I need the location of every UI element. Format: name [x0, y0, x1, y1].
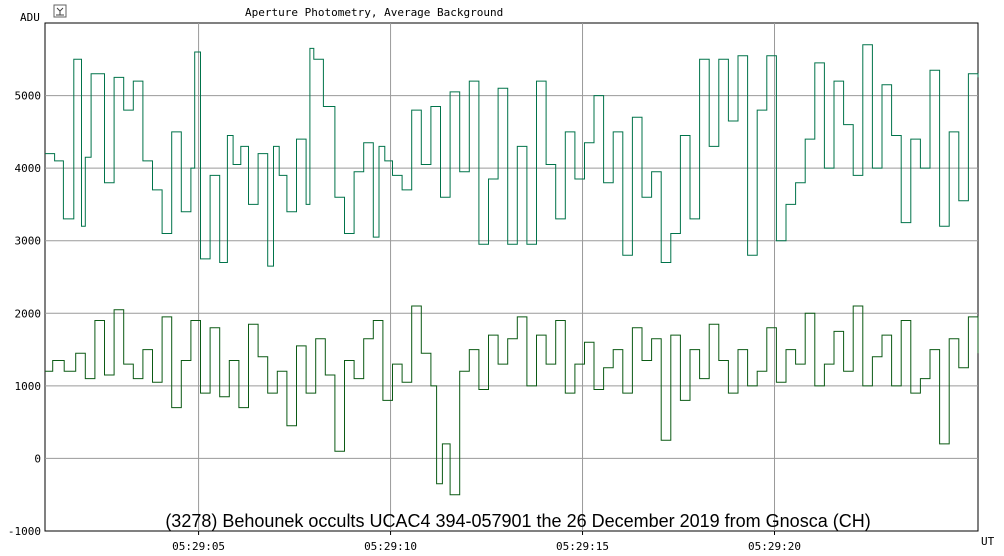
y-axis-label: ADU [20, 11, 40, 24]
x-axis-ticks: 05:29:05 05:29:10 05:29:15 05:29:20 [172, 531, 801, 553]
series-line-1 [45, 44, 979, 267]
y-tick-label: -1000 [8, 525, 41, 538]
y-tick-label: 2000 [15, 307, 42, 320]
y-axis-ticks: -1000 0 1000 2000 3000 4000 5000 [8, 90, 41, 538]
y-tick-label: 4000 [15, 162, 42, 175]
series-layer [45, 44, 979, 496]
y-tick-label: 5000 [15, 90, 42, 103]
y-tick-label: 1000 [15, 380, 42, 393]
x-tick-label: 05:29:10 [364, 540, 417, 553]
y-tick-label: 0 [34, 452, 41, 465]
chart-options-icon[interactable] [53, 4, 67, 18]
series-line-2 [45, 305, 979, 496]
x-tick-label: 05:29:05 [172, 540, 225, 553]
y-tick-label: 3000 [15, 235, 42, 248]
x-tick-label: 05:29:15 [556, 540, 609, 553]
plot-area [44, 22, 979, 532]
x-axis-label: UT [981, 535, 995, 548]
x-tick-label: 05:29:20 [748, 540, 801, 553]
chart-caption: (3278) Behounek occults UCAC4 394-057901… [165, 511, 870, 531]
chart-title: Aperture Photometry, Average Background [245, 6, 503, 19]
grid [45, 23, 978, 531]
